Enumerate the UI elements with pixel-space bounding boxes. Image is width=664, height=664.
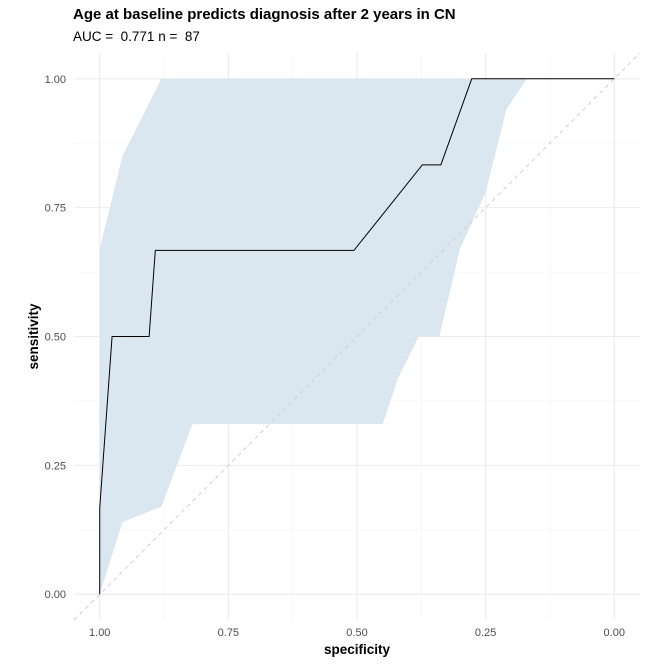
y-axis-title: sensitivity (26, 303, 41, 370)
y-axis-ticks: 0.00 0.25 0.50 0.75 1.00 (45, 74, 66, 601)
chart-title: Age at baseline predicts diagnosis after… (73, 6, 456, 23)
y-tick-label: 0.00 (45, 589, 66, 601)
y-tick-label: 0.25 (45, 460, 66, 472)
y-tick-label: 1.00 (45, 74, 66, 86)
n-label: n = (158, 29, 182, 44)
y-tick-label: 0.50 (45, 332, 66, 344)
x-tick-label: 0.75 (218, 627, 239, 639)
y-tick-label: 0.75 (45, 203, 66, 215)
chart-subtitle: AUC = 0.771 n = 87 (73, 29, 200, 44)
auc-label: AUC = (73, 29, 117, 44)
x-tick-label: 0.25 (475, 627, 496, 639)
x-axis-title: specificity (324, 642, 391, 657)
x-axis-ticks: 1.00 0.75 0.50 0.25 0.00 (89, 627, 625, 639)
x-tick-label: 0.00 (604, 627, 625, 639)
x-tick-label: 1.00 (89, 627, 110, 639)
x-tick-label: 0.50 (346, 627, 367, 639)
n-value: 87 (184, 29, 200, 44)
auc-value: 0.771 (120, 29, 155, 44)
roc-curve-line (99, 78, 615, 595)
reference-diagonal (73, 52, 641, 621)
